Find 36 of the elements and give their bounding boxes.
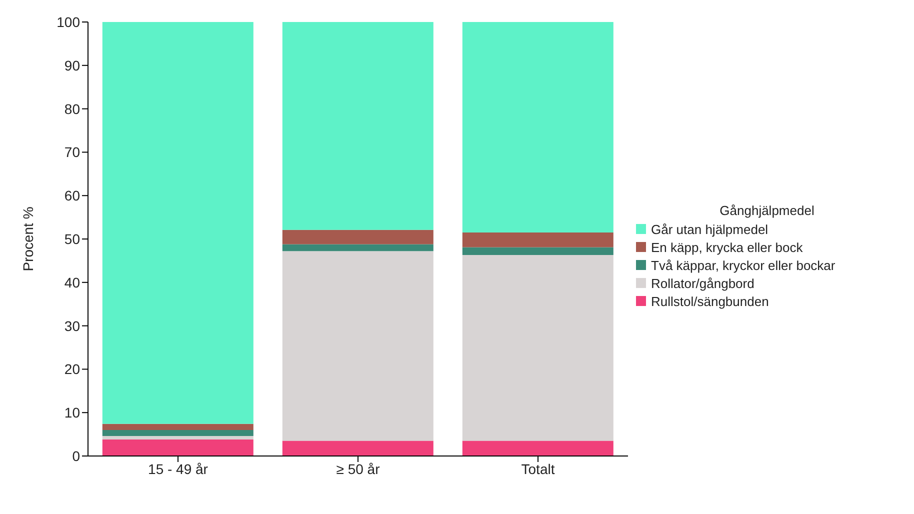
legend-label: En käpp, krycka eller bock [651,240,803,254]
bar [282,22,434,230]
y-tick-label: 60 [64,188,80,204]
bar [462,232,614,248]
y-tick-label: 50 [64,230,80,247]
legend-label: Rullstol/sängbunden [651,294,769,308]
y-tick-label: 90 [64,57,80,74]
bar [282,230,434,244]
y-tick-label: 100 [56,14,80,30]
bar [102,424,254,430]
bar [462,247,614,256]
y-tick-label: 70 [64,144,80,160]
y-tick-label: 0 [72,448,80,464]
bar [282,440,434,456]
y-tick-label: 30 [64,318,80,334]
legend-title: Gånghjälpmedel [718,202,816,218]
x-tick-label: 15 - 49 år [148,460,208,477]
legend-label: Två käppar, kryckor eller bockar [651,258,836,272]
y-tick-label: 40 [64,274,80,290]
legend-label: Går utan hjälpmedel [651,222,768,236]
bar [282,244,434,252]
bar [282,251,434,441]
bar [102,430,254,436]
y-axis-title: Procent % [20,206,36,272]
bar [462,255,614,441]
x-tick-label: ≥ 50 år [336,460,380,477]
bar [102,440,254,456]
legend-label: Rollator/gångbord [651,276,754,290]
y-tick-label: 20 [64,361,80,378]
y-tick-label: 10 [64,404,80,421]
bar [102,436,254,440]
x-tick-label: Totalt [521,460,555,477]
bar [102,22,254,424]
bar [462,440,614,456]
y-tick-label: 80 [64,100,80,117]
bar [462,22,614,232]
